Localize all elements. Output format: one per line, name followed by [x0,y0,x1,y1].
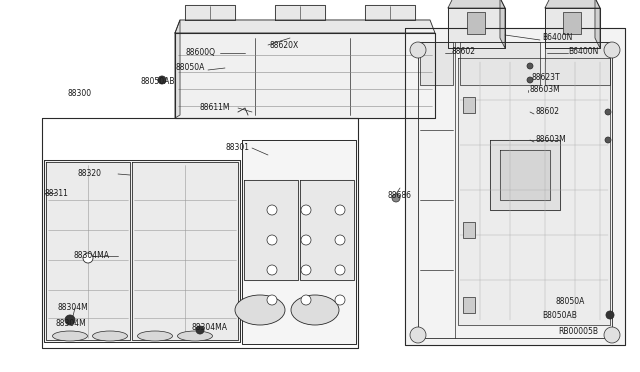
Circle shape [410,327,426,343]
Polygon shape [300,180,354,280]
Circle shape [335,265,345,275]
Polygon shape [175,33,435,118]
Text: RB00005B: RB00005B [558,327,598,337]
Text: 88603M: 88603M [530,86,561,94]
Text: 88304MA: 88304MA [192,324,228,333]
Circle shape [410,42,426,58]
Polygon shape [44,160,240,342]
Text: B6400N: B6400N [568,48,598,57]
Text: B8050AB: B8050AB [542,311,577,321]
Circle shape [301,295,311,305]
Text: 88623T: 88623T [532,74,561,83]
Text: 88611M: 88611M [200,103,230,112]
FancyBboxPatch shape [563,12,581,34]
Circle shape [605,109,611,115]
Polygon shape [500,0,505,48]
Text: 88304M: 88304M [58,302,89,311]
Circle shape [335,235,345,245]
Polygon shape [448,0,505,8]
Circle shape [392,194,400,202]
Text: 88603M: 88603M [536,135,567,144]
Polygon shape [448,8,505,48]
Circle shape [604,327,620,343]
Circle shape [301,205,311,215]
Ellipse shape [138,331,173,341]
Ellipse shape [93,331,127,341]
Circle shape [606,311,614,319]
Ellipse shape [177,331,212,341]
Polygon shape [275,5,325,20]
Polygon shape [545,42,610,85]
Polygon shape [132,162,238,340]
Circle shape [335,205,345,215]
Text: 88320: 88320 [78,170,102,179]
Circle shape [267,265,277,275]
Text: 88311: 88311 [44,189,68,198]
Polygon shape [405,28,625,345]
Text: 88300: 88300 [68,90,92,99]
Text: 88600Q: 88600Q [185,48,215,57]
Text: 88602: 88602 [536,108,560,116]
Polygon shape [175,20,435,33]
FancyBboxPatch shape [463,297,475,313]
Circle shape [196,326,204,334]
Ellipse shape [52,331,88,341]
Polygon shape [500,150,550,200]
Text: 88686: 88686 [388,190,412,199]
Text: 88620X: 88620X [270,41,300,49]
Polygon shape [242,140,356,344]
Polygon shape [595,0,600,48]
Polygon shape [244,180,298,280]
FancyBboxPatch shape [463,222,475,238]
Text: 88304MA: 88304MA [74,251,110,260]
Text: 88304M: 88304M [55,318,86,327]
Circle shape [335,295,345,305]
Circle shape [527,77,533,83]
Circle shape [267,295,277,305]
Circle shape [267,205,277,215]
Polygon shape [458,58,610,325]
Polygon shape [175,20,180,118]
Circle shape [158,76,166,84]
Text: B6400N: B6400N [542,33,572,42]
Text: 88050A: 88050A [175,64,205,73]
Polygon shape [365,5,415,20]
Circle shape [65,315,75,325]
Ellipse shape [235,295,285,325]
Circle shape [83,253,93,263]
Circle shape [301,235,311,245]
Circle shape [605,137,611,143]
Text: 88301: 88301 [225,144,249,153]
Text: 88602: 88602 [452,48,476,57]
Polygon shape [185,5,235,20]
Polygon shape [545,0,600,8]
Text: 88050AB: 88050AB [141,77,175,87]
FancyBboxPatch shape [467,12,485,34]
Circle shape [267,235,277,245]
Ellipse shape [291,295,339,325]
Polygon shape [46,162,130,340]
Polygon shape [490,140,560,210]
Polygon shape [545,8,600,48]
Circle shape [527,63,533,69]
Circle shape [301,265,311,275]
FancyBboxPatch shape [463,97,475,113]
Text: 88050A: 88050A [555,298,584,307]
Polygon shape [460,42,540,85]
Polygon shape [420,42,453,85]
Circle shape [604,42,620,58]
